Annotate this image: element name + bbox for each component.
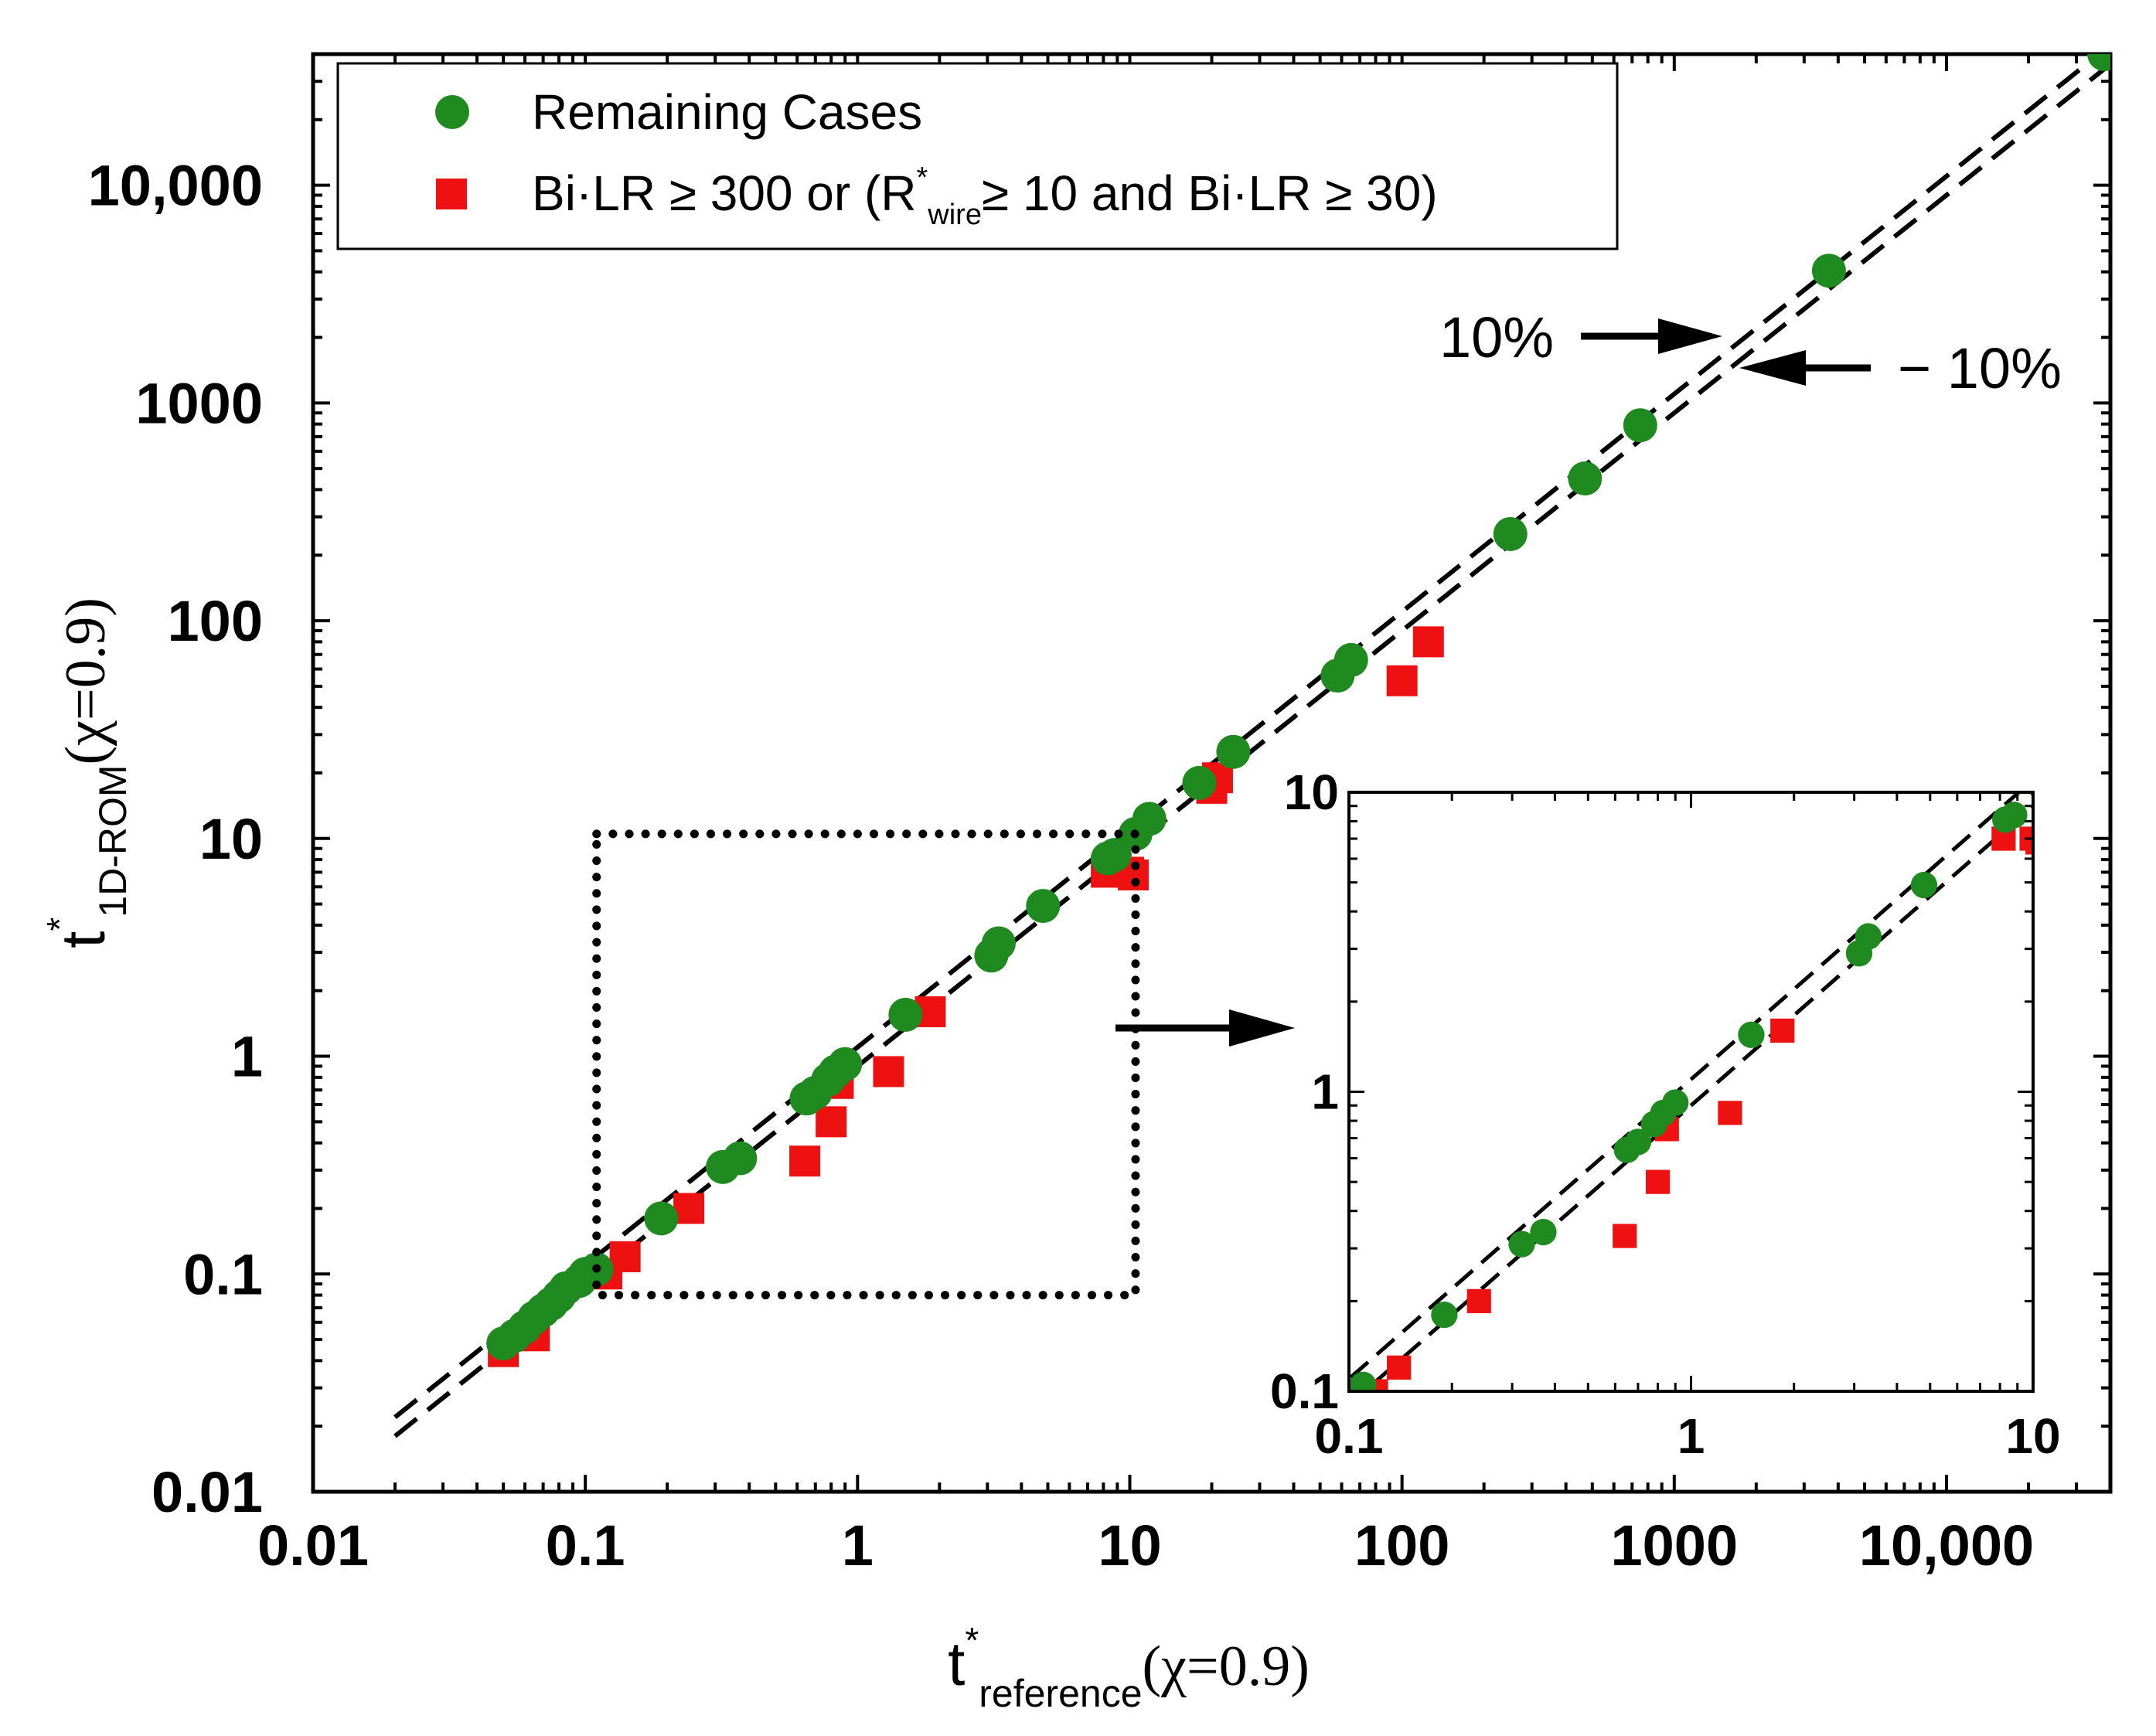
legend-label-remaining: Remaining Cases [532,84,922,140]
x-tick-label: 100 [1354,1513,1449,1578]
reference-lines [393,54,2110,1438]
inset-chart: 0.1 1 10 0.1 1 10 [1270,764,2061,1464]
data-point-square [1646,1169,1671,1194]
data-point-circle [1097,838,1132,873]
data-point-square [789,1145,821,1177]
reference-line-minus [393,62,2110,1438]
x-axis-label-var: t [948,1629,965,1698]
data-point-square [1412,626,1444,658]
data-point-circle [828,1047,863,1081]
y-axis-label: t* 1D-ROM(χ=0.9) [39,597,135,948]
data-point-circle [1431,1301,1458,1329]
data-point-circle [1623,408,1657,443]
data-point-square [609,1241,641,1272]
y-tick-label: 10,000 [88,154,263,218]
legend-box [336,62,1619,250]
inset-x-tick-label: 10 [2005,1408,2060,1464]
arrow-left-icon [1739,350,1806,386]
x-tick-label: 10 [1098,1513,1161,1578]
data-point-circle [1493,516,1528,551]
inset-plot-frame [1347,791,2035,1393]
data-point-circle [888,997,923,1032]
legend-label-bilr: Bi·LR ≥ 300 or (R*wire≥ 10 and Bi·LR ≥ 3… [532,162,1438,231]
data-point-square [873,1056,904,1088]
y-axis-label-sub: 1D-ROM [91,765,135,917]
data-point-square [816,1106,847,1138]
inset-y-tick-label: 10 [1284,764,1339,820]
main-axis-ticks [312,53,2112,1493]
data-point-circle [723,1141,758,1176]
x-tick-label: 0.01 [257,1513,369,1578]
annotation-minus-10: − 10% [1739,336,2062,400]
data-point-circle [1132,802,1167,836]
x-axis-label-sub: reference [979,1672,1142,1715]
inset-y-tick-label: 0.1 [1270,1363,1339,1419]
x-axis-label: t*reference(χ=0.9) [948,1620,1310,1715]
annotation-plus-10-label: 10% [1439,305,1554,369]
inset-y-tick-label: 1 [1311,1064,1339,1120]
reference-line-plus [393,54,2103,1419]
data-point-square [673,1193,705,1224]
inset-data-points [1349,792,2033,1391]
data-point-square [1466,1288,1491,1313]
data-point-square [1387,1355,1412,1380]
legend-marker-square [436,179,467,209]
data-point-circle [1350,1371,1377,1391]
data-point-circle [1333,642,1368,677]
y-tick-label: 100 [168,589,263,653]
x-tick-label: 10,000 [1859,1513,2034,1578]
data-point-square [1770,1018,1795,1043]
data-point-square [1386,665,1418,696]
data-point-circle [1568,461,1603,496]
annotation-minus-10-label: − 10% [1898,336,2062,400]
inset-zoom-box [592,829,1140,1300]
data-point-circle [1508,1231,1535,1258]
y-tick-label: 0.1 [183,1242,263,1306]
inset-reference-lines [1349,792,2033,1391]
inset-reference-line-plus [1349,792,2022,1382]
legend: Remaining Cases Bi·LR ≥ 300 or (R*wire≥ … [336,62,1619,250]
data-point-circle [1662,1089,1689,1116]
x-tick-label: 1000 [1611,1513,1739,1578]
data-point-square [1613,1224,1637,1248]
y-tick-label: 0.01 [152,1460,263,1524]
data-point-circle [1855,923,1882,950]
data-point-circle [1182,765,1217,800]
data-point-circle [644,1201,679,1236]
data-point-circle [1811,254,1846,288]
x-tick-label: 0.1 [546,1513,625,1578]
annotation-plus-10: 10% [1439,305,1722,369]
y-tick-label: 1 [231,1025,263,1089]
data-point-circle [1910,871,1938,899]
data-point-circle [2001,802,2028,829]
data-point-circle [1026,889,1061,924]
y-axis-label-var: t [49,931,118,948]
x-axis-label-arg: (χ=0.9) [1143,1635,1310,1698]
data-point-circle [2087,54,2110,71]
legend-marker-circle [435,95,469,129]
inset-x-tick-label: 0.1 [1315,1408,1384,1464]
data-point-circle [1530,1218,1557,1246]
data-point-circle [1624,1128,1652,1156]
x-axis-label-sup: * [965,1620,979,1660]
inset-reference-line-minus [1361,803,2033,1391]
data-point-circle [1738,1021,1765,1048]
y-axis-label-arg: (χ=0.9) [54,597,118,764]
data-point-circle [2028,792,2033,798]
inset-x-tick-label: 1 [1677,1408,1705,1464]
data-point-square [1718,1101,1742,1125]
main-data-points [486,54,2110,1367]
y-tick-label: 10 [199,807,263,871]
data-point-circle [1216,734,1251,769]
arrow-right-icon [1658,318,1722,354]
y-axis-label-sup: * [39,917,80,931]
data-point-circle [981,926,1016,961]
y-tick-label: 1000 [135,371,263,435]
inset-pointer-arrow [1115,1009,1295,1047]
x-tick-label: 1 [842,1513,874,1578]
data-point-square [2025,830,2033,855]
arrow-right-icon [1229,1009,1295,1047]
